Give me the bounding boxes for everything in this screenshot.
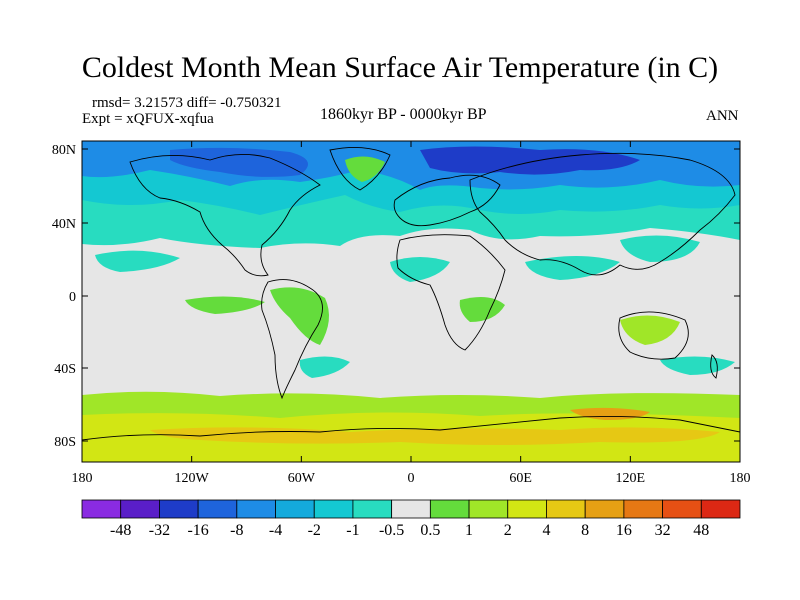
colorbar-label: -4 bbox=[269, 522, 282, 539]
canada-dark-blue bbox=[170, 147, 308, 177]
map-panel: 80N 40N 0 40S 80S 180 120W 60W 0 60E 120E 180 bbox=[52, 140, 751, 486]
colorbar-label: 16 bbox=[616, 522, 632, 539]
colorbar-swatch bbox=[584, 499, 625, 519]
new-zealand-coast bbox=[710, 354, 718, 379]
colorbar-swatch bbox=[275, 499, 315, 519]
colorbar-swatch bbox=[468, 499, 509, 519]
australia-coast bbox=[618, 311, 689, 360]
colorbar-label: 1 bbox=[465, 522, 473, 539]
lat-tick-label: 40S bbox=[54, 362, 76, 377]
latitude-axis: 80N 40N 0 40S 80S bbox=[52, 143, 740, 450]
season-label: ANN bbox=[706, 108, 739, 124]
colorbar-swatch bbox=[507, 499, 547, 519]
colorbar-swatch bbox=[159, 499, 199, 519]
colorbar-label: 32 bbox=[655, 522, 671, 539]
colorbar-label: -16 bbox=[187, 522, 208, 539]
colorbar-label: -0.5 bbox=[379, 522, 404, 539]
indian-ocean-teal bbox=[525, 256, 620, 280]
colorbar-swatch bbox=[120, 499, 160, 519]
lon-tick-label: 180 bbox=[730, 471, 751, 486]
antarctica-coast bbox=[81, 415, 741, 441]
colorbar-label: -48 bbox=[110, 522, 131, 539]
colorbar-swatch bbox=[391, 499, 431, 519]
asia-coast bbox=[469, 152, 736, 276]
lon-tick-label: 0 bbox=[408, 471, 415, 486]
lat-tick-label: 40N bbox=[52, 217, 76, 232]
africa-coast bbox=[396, 234, 506, 351]
colorbar-swatch bbox=[197, 499, 238, 519]
south-atlantic-teal bbox=[299, 356, 350, 378]
colorbar-swatch bbox=[546, 499, 586, 519]
lon-tick-label: 60E bbox=[509, 471, 532, 486]
colorbar-swatch bbox=[623, 499, 663, 519]
colorbar-swatch bbox=[429, 499, 470, 519]
colorbar-swatch bbox=[700, 499, 741, 519]
colorbar-label: -8 bbox=[230, 522, 243, 539]
longitude-axis: 180 120W 60W 0 60E 120E 180 bbox=[72, 141, 751, 486]
lon-tick-label: 60W bbox=[288, 471, 316, 486]
lat-tick-label: 80N bbox=[52, 143, 76, 158]
lon-tick-label: 120E bbox=[616, 471, 646, 486]
colorbar: -48 -32 -16 -8 -4 -2 -1 -0.5 0.5 1 2 4 8 16 32 48 bbox=[81, 499, 741, 539]
greenland-green bbox=[345, 156, 385, 182]
colorbar-label: 2 bbox=[504, 522, 512, 539]
greenland-coast bbox=[329, 146, 391, 191]
siberia-dark-blue bbox=[420, 146, 640, 175]
colorbar-label: 48 bbox=[693, 522, 709, 539]
south-america-coast bbox=[261, 279, 323, 400]
colorbar-swatch bbox=[313, 499, 354, 519]
west-africa-teal bbox=[390, 257, 450, 282]
colorbar-swatch bbox=[236, 499, 276, 519]
anomaly-fill-layer bbox=[82, 141, 740, 462]
colorbar-swatch bbox=[662, 499, 702, 519]
north-pacific-teal bbox=[95, 250, 180, 272]
equatorial-pacific-green bbox=[185, 296, 265, 314]
lon-tick-label: 120W bbox=[175, 471, 210, 486]
colorbar-label: 4 bbox=[542, 522, 550, 539]
lat-tick-label: 0 bbox=[69, 290, 76, 305]
colorbar-swatch bbox=[352, 499, 393, 519]
colorbar-label: -2 bbox=[308, 522, 321, 539]
north-america-coast bbox=[129, 154, 321, 277]
australia-green bbox=[620, 315, 680, 345]
lon-tick-label: 180 bbox=[72, 471, 93, 486]
coastlines bbox=[81, 146, 741, 441]
colorbar-label: 0.5 bbox=[420, 522, 440, 539]
time-period-label: 1860kyr BP - 0000kyr BP bbox=[320, 106, 487, 123]
europe-coast bbox=[393, 174, 501, 227]
colorbar-label: -32 bbox=[149, 522, 170, 539]
map-title: Coldest Month Mean Surface Air Temperatu… bbox=[81, 51, 719, 84]
colorbar-swatch bbox=[81, 499, 122, 519]
colorbar-label: -1 bbox=[346, 522, 359, 539]
west-pacific-teal bbox=[620, 235, 700, 262]
lat-tick-label: 80S bbox=[54, 435, 76, 450]
rmsd-diff-stats: rmsd= 3.21573 diff= -0.750321 bbox=[92, 95, 282, 111]
experiment-label: Expt = xQFUX-xqfua bbox=[82, 111, 214, 127]
colorbar-label: 8 bbox=[581, 522, 589, 539]
